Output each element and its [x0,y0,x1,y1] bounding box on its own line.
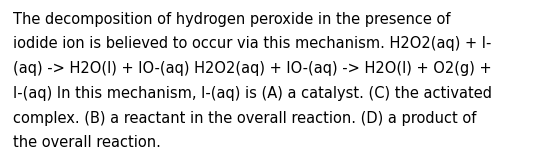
Text: the overall reaction.: the overall reaction. [13,135,161,150]
Text: iodide ion is believed to occur via this mechanism. H2O2(aq) + I-: iodide ion is believed to occur via this… [13,36,492,51]
Text: The decomposition of hydrogen peroxide in the presence of: The decomposition of hydrogen peroxide i… [13,12,450,27]
Text: complex. (B) a reactant in the overall reaction. (D) a product of: complex. (B) a reactant in the overall r… [13,111,477,126]
Text: (aq) -> H2O(l) + IO-(aq) H2O2(aq) + IO-(aq) -> H2O(l) + O2(g) +: (aq) -> H2O(l) + IO-(aq) H2O2(aq) + IO-(… [13,61,492,76]
Text: I-(aq) In this mechanism, I-(aq) is (A) a catalyst. (C) the activated: I-(aq) In this mechanism, I-(aq) is (A) … [13,86,492,101]
